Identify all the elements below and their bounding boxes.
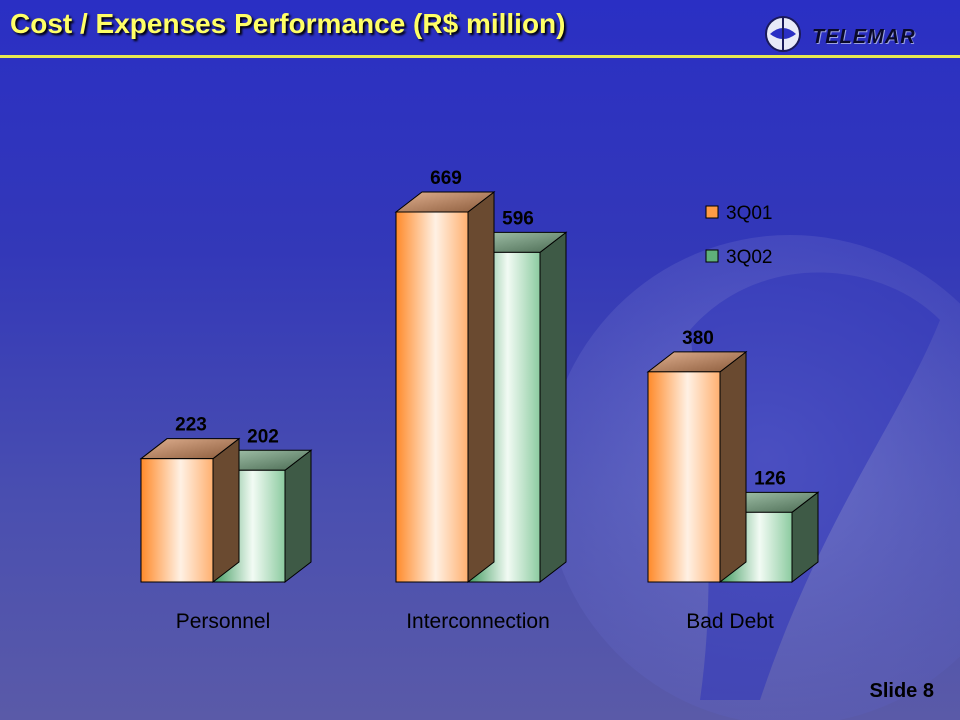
value-label-bad-debt-3q02: 126 (754, 468, 786, 489)
bar-personnel-3q01 (139, 437, 241, 584)
value-label-bad-debt-3q01: 380 (682, 328, 714, 349)
category-label-interconnection: Interconnection (406, 610, 550, 633)
chart-legend: 3Q01 3Q02 (705, 203, 772, 268)
legend-swatch-3q01 (705, 205, 719, 219)
slide-title: Cost / Expenses Performance (R$ million) (10, 8, 566, 39)
category-label-bad-debt: Bad Debt (686, 610, 774, 633)
legend-label-3q01: 3Q01 (726, 203, 772, 224)
value-label-interconnection-3q02: 596 (502, 208, 534, 229)
value-label-personnel-3q02: 202 (247, 426, 279, 447)
telemar-logo: TELEMAR (762, 14, 952, 54)
slide-number: Slide 8 (869, 680, 934, 702)
bar-bad-debt-3q01 (646, 350, 748, 584)
value-label-interconnection-3q01: 669 (430, 168, 462, 189)
value-label-personnel-3q01: 223 (175, 415, 207, 436)
bars-layer (139, 190, 820, 584)
logo-wordmark: TELEMAR (812, 26, 916, 48)
labels-layer: 202 223 Personnel 596 669 Interconnection 126 3… (175, 168, 786, 633)
globe-logo-icon (765, 16, 801, 52)
legend-swatch-3q02 (705, 249, 719, 263)
title-divider (0, 55, 960, 58)
legend-label-3q02: 3Q02 (726, 247, 772, 268)
bar-interconnection-3q01 (394, 190, 496, 584)
category-label-personnel: Personnel (176, 610, 271, 633)
